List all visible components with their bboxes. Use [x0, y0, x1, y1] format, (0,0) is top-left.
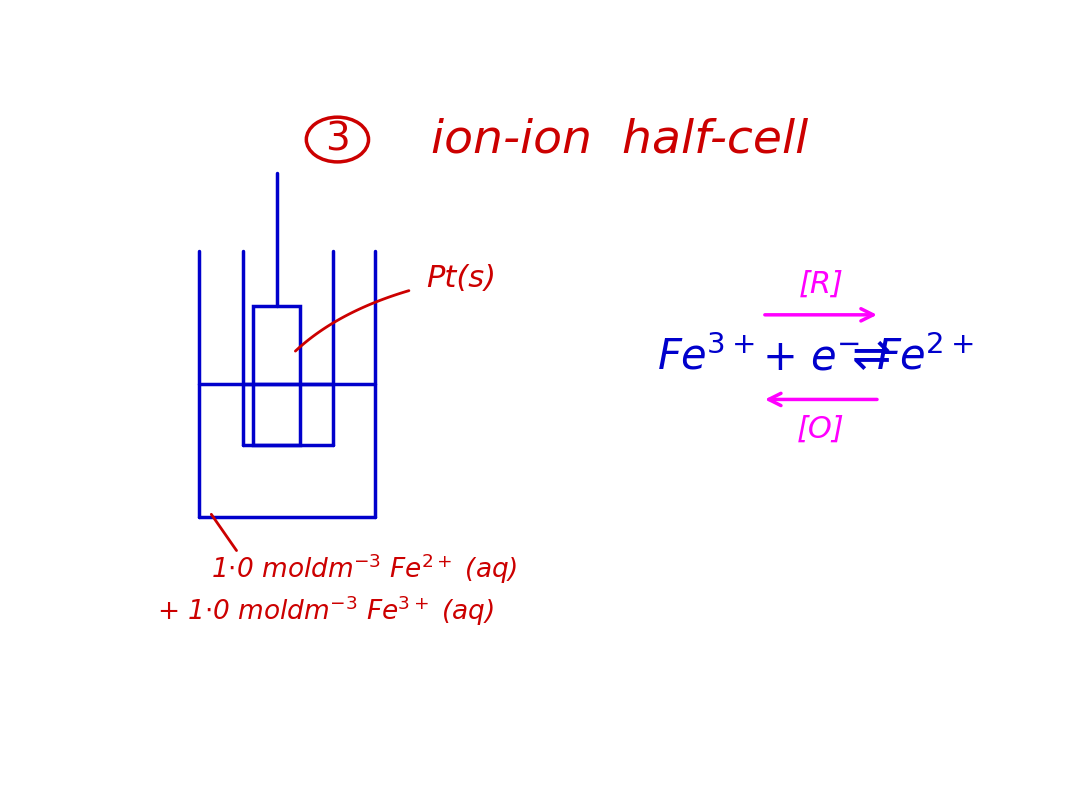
- Text: + 1$\cdot$0 moldm$^{-3}$ Fe$^{3+}$ (aq): + 1$\cdot$0 moldm$^{-3}$ Fe$^{3+}$ (aq): [156, 593, 494, 628]
- Text: [R]: [R]: [799, 270, 843, 299]
- Text: Fe$^{2+}$: Fe$^{2+}$: [876, 336, 973, 378]
- Text: 1$\cdot$0 moldm$^{-3}$ Fe$^{2+}$ (aq): 1$\cdot$0 moldm$^{-3}$ Fe$^{2+}$ (aq): [212, 551, 518, 586]
- Text: $\rightleftharpoons$: $\rightleftharpoons$: [842, 334, 891, 380]
- Bar: [254, 306, 299, 445]
- Text: Pt(s): Pt(s): [425, 264, 496, 293]
- Text: ion-ion  half-cell: ion-ion half-cell: [431, 117, 807, 162]
- Text: 3: 3: [326, 121, 349, 159]
- Text: Fe$^{3+}$: Fe$^{3+}$: [656, 336, 754, 378]
- Text: + e$^{-}$: + e$^{-}$: [762, 336, 859, 378]
- Text: [O]: [O]: [797, 415, 845, 444]
